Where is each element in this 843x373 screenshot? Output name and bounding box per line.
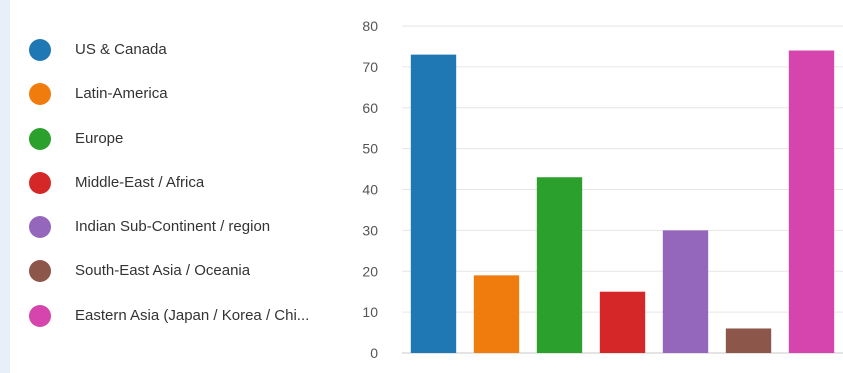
- chart-card: US & Canada Latin-America Europe Middle-…: [10, 0, 843, 373]
- legend-item-south-east-asia[interactable]: South-East Asia / Oceania: [20, 254, 350, 298]
- y-tick-label: 0: [370, 345, 378, 361]
- legend-label: US & Canada: [75, 41, 167, 58]
- legend-label: Indian Sub-Continent / region: [75, 218, 271, 236]
- y-tick-label: 80: [362, 18, 378, 34]
- bar-7[interactable]: [788, 50, 835, 354]
- y-tick-label: 60: [362, 100, 378, 116]
- y-tick-label: 10: [362, 304, 378, 320]
- legend-item-middle-east-africa[interactable]: Middle-East / Africa: [20, 166, 350, 210]
- y-tick-label: 20: [362, 263, 378, 279]
- legend-swatch: [29, 260, 51, 283]
- legend-item-eastern-asia[interactable]: Eastern Asia (Japan / Korea / Chi...: [20, 299, 350, 343]
- legend-swatch: [29, 127, 51, 150]
- y-tick-label: 50: [362, 141, 378, 157]
- bar-4[interactable]: [599, 291, 646, 353]
- legend-label: South-East Asia / Oceania: [75, 262, 251, 280]
- legend-swatch: [29, 83, 51, 106]
- bar-6[interactable]: [725, 328, 772, 353]
- legend-item-us-canada[interactable]: US & Canada: [20, 33, 350, 77]
- bar-3[interactable]: [536, 177, 583, 353]
- bar-5[interactable]: [662, 230, 709, 353]
- legend-label: Europe: [75, 129, 124, 147]
- legend-swatch: [29, 171, 51, 194]
- legend-item-indian-sub-continent[interactable]: Indian Sub-Continent / region: [20, 210, 350, 254]
- legend-item-latin-america[interactable]: Latin-America: [20, 77, 350, 121]
- legend-swatch: [29, 304, 51, 327]
- bar-chart: 0 10 20 30 40 50 60 70 80: [362, 18, 843, 361]
- legend-swatch: [29, 216, 51, 239]
- y-tick-label: 30: [362, 222, 378, 238]
- y-tick-label: 40: [362, 182, 378, 198]
- legend-label: Eastern Asia (Japan / Korea / Chi...: [75, 306, 310, 324]
- legend-swatch: [29, 39, 51, 61]
- bar-2[interactable]: [473, 275, 520, 353]
- y-tick-label: 70: [362, 59, 378, 75]
- legend-label: Middle-East / Africa: [75, 173, 205, 191]
- legend-label: Latin-America: [75, 85, 168, 103]
- legend-item-europe[interactable]: Europe: [20, 122, 350, 166]
- bar-1[interactable]: [410, 54, 457, 354]
- legend: US & Canada Latin-America Europe Middle-…: [20, 33, 350, 343]
